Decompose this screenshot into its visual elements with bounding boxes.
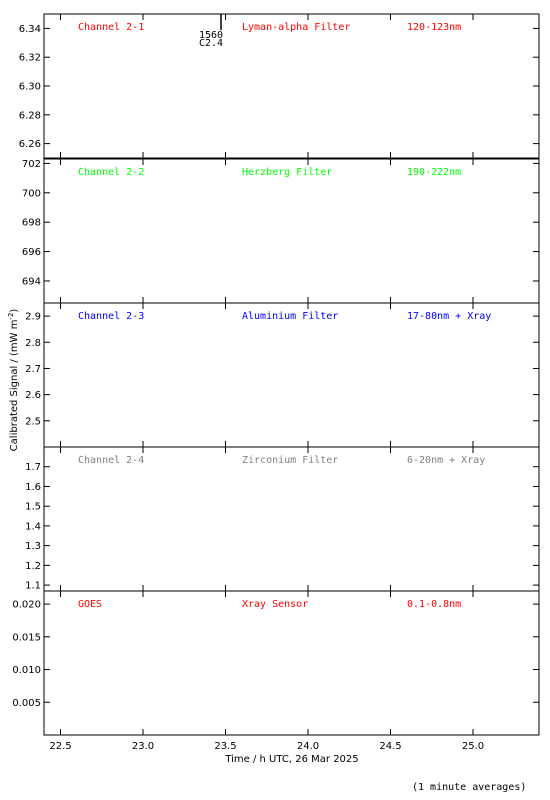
x-tick-label: 23.0 [132, 741, 154, 752]
y-tick-label: 2.8 [25, 338, 41, 349]
panel-band-label: 17-80nm + Xray [407, 311, 491, 322]
panel-filter-label: Herzberg Filter [242, 167, 332, 178]
y-tick-label: 0.020 [12, 600, 41, 611]
x-tick-label: 23.5 [214, 741, 236, 752]
x-tick-label: 24.5 [379, 741, 401, 752]
panel-channel-label: Channel 2-2 [78, 167, 144, 178]
y-tick-label: 2.9 [25, 312, 41, 323]
y-tick-label: 6.28 [19, 110, 41, 121]
y-tick-label: 694 [22, 276, 41, 287]
panel-filter-label: Xray Sensor [242, 599, 308, 610]
panel-filter-label: Aluminium Filter [242, 311, 338, 322]
panel-frame [43, 13, 540, 159]
footnote: (1 minute averages) [412, 782, 527, 793]
y-tick-label: 1.1 [25, 581, 41, 592]
panel-filter-label: Zirconium Filter [242, 455, 338, 466]
y-tick-label: 6.26 [19, 139, 41, 150]
y-tick-label: 6.30 [19, 82, 41, 93]
y-tick-label: 1.7 [25, 462, 41, 473]
flare-marker: 1560 C2.4 [199, 14, 223, 49]
x-tick-label: 24.0 [297, 741, 319, 752]
y-tick-label: 6.32 [19, 53, 41, 64]
y-tick-label: 1.4 [25, 521, 41, 532]
panel-channel-label: Channel 2-4 [78, 455, 144, 466]
y-axis-label-text: Calibrated Signal / (mW m [9, 320, 20, 452]
panel-filter-label: Lyman-alpha Filter [242, 22, 350, 33]
y-tick-label: 2.7 [25, 364, 41, 375]
y-axis-label: Calibrated Signal / (mW m-2) [7, 309, 20, 452]
panel-frame [43, 590, 540, 736]
y-tick-label: 1.3 [25, 541, 41, 552]
panel-channel-label: Channel 2-1 [78, 22, 144, 33]
y-tick-label: 1.6 [25, 482, 41, 493]
x-tick-labels: 22.5 23.0 23.5 24.0 24.5 25.0 [49, 741, 484, 752]
panel-5: 0.005 0.010 0.015 0.020 GOES Xray Sensor 0.1-0… [12, 590, 540, 736]
panel-frame [43, 158, 540, 304]
y-axis-label-close: ) [9, 309, 20, 313]
y-tick-label: 0.010 [12, 665, 41, 676]
panel-2: 694 696 698 700 702 Channel 2-2 Herzberg Filte… [22, 158, 540, 304]
panel-band-label: 190-222nm [407, 167, 461, 178]
y-tick-label: 1.5 [25, 502, 41, 513]
y-tick-label: 2.6 [25, 390, 41, 401]
y-tick-label: 6.34 [19, 24, 41, 35]
panel-band-label: 120-123nm [407, 22, 461, 33]
panel-4: 1.1 1.2 1.3 1.4 1.5 1.6 1.7 Channel 2-4 Zirconiu… [25, 446, 540, 592]
flare-marker-number: 1560 [199, 30, 223, 41]
panel-channel-label: GOES [78, 599, 102, 610]
x-axis-label: Time / h UTC, 26 Mar 2025 [224, 754, 358, 765]
flare-marker-class: C2.4 [199, 38, 223, 49]
panel-1: 6.26 6.28 6.30 6.32 6.34 Channel 2-1 Lyman-alp… [19, 13, 540, 159]
y-tick-label: 698 [22, 218, 41, 229]
x-tick-label: 25.0 [462, 741, 484, 752]
panel-channel-label: Channel 2-3 [78, 311, 144, 322]
y-tick-label: 2.5 [25, 416, 41, 427]
y-tick-label: 700 [22, 188, 41, 199]
y-axis-label-exponent: -2 [7, 313, 15, 320]
x-tick-label: 22.5 [49, 741, 71, 752]
panel-band-label: 6-20nm + Xray [407, 455, 485, 466]
panel-frame [43, 302, 540, 448]
panel-3: 2.5 2.6 2.7 2.8 2.9 Channel 2-3 Aluminium Filt… [25, 302, 540, 448]
y-tick-label: 702 [22, 159, 41, 170]
y-tick-label: 0.015 [12, 632, 41, 643]
y-tick-label: 1.2 [25, 561, 41, 572]
panel-frame [43, 446, 540, 592]
panel-band-label: 0.1-0.8nm [407, 599, 461, 610]
y-tick-label: 0.005 [12, 698, 41, 709]
y-tick-label: 696 [22, 247, 41, 258]
